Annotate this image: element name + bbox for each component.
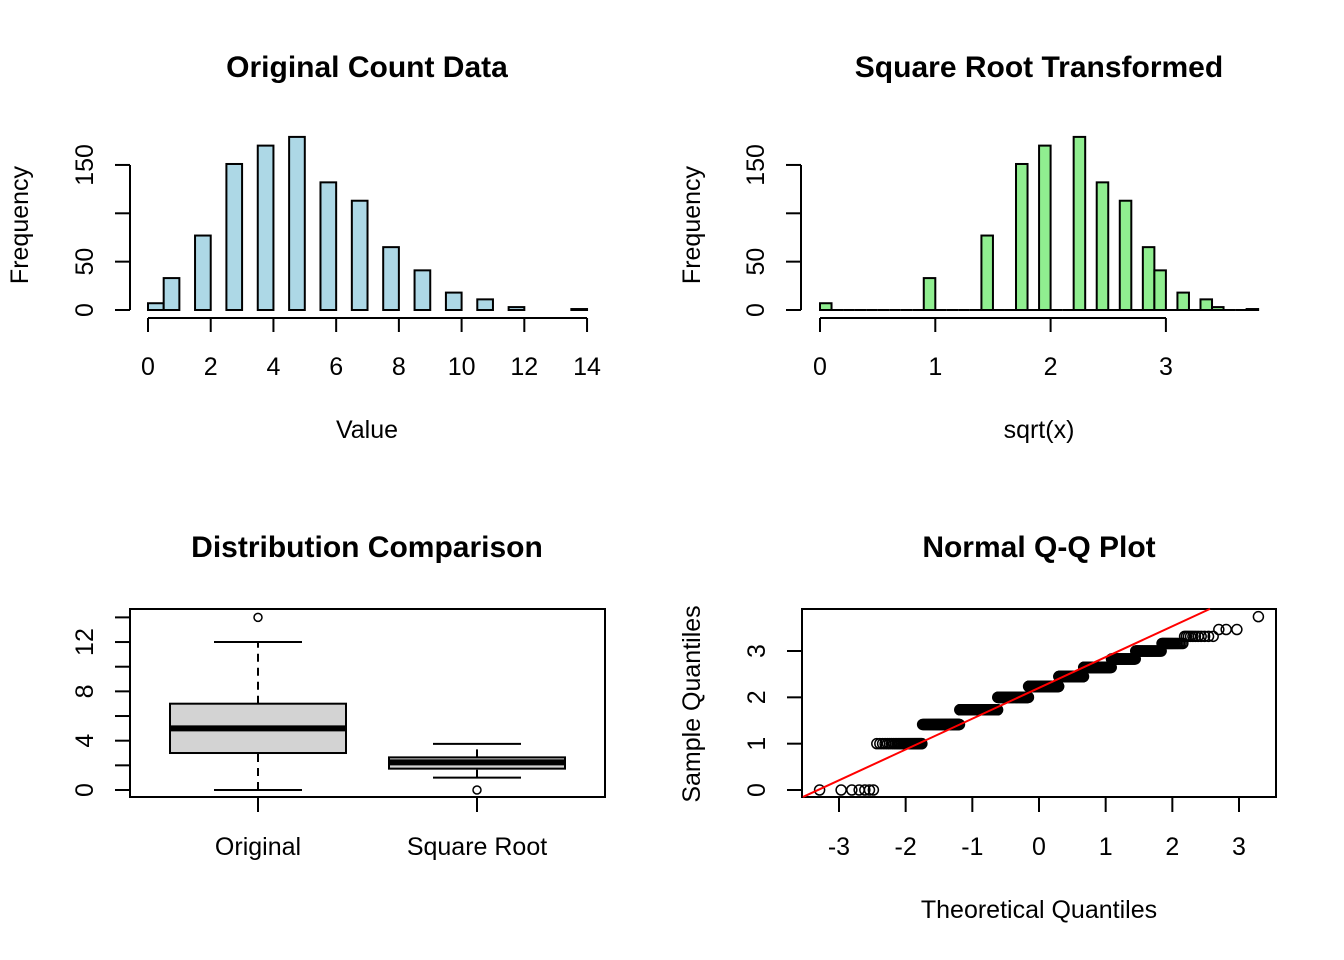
ylabel-sqrt: Frequency	[678, 165, 706, 284]
histogram-bar	[319, 181, 338, 311]
x-tick-label: 2	[204, 353, 218, 381]
category-label: Square Root	[407, 833, 547, 861]
x-tick-label: 1	[1099, 833, 1113, 861]
histogram-bar	[507, 306, 526, 311]
histogram-bar	[1176, 291, 1190, 311]
histogram-bar	[1072, 135, 1087, 311]
qq-point	[1198, 630, 1211, 643]
qq-point	[813, 784, 826, 796]
x-tick-label: 3	[1232, 833, 1246, 861]
x-tick-label: 2	[1165, 833, 1179, 861]
x-tick-label: -1	[961, 833, 983, 861]
y-tick-label: 50	[71, 248, 99, 276]
qq-point	[863, 784, 876, 796]
y-tick-label: 4	[71, 734, 99, 748]
panel-sqrt-histogram: Square Root Transformed sqrt(x) Frequenc…	[678, 51, 1260, 444]
histogram-bar	[1141, 246, 1156, 312]
panel-qq: Normal Q-Q Plot Theoretical Quantiles Sa…	[678, 531, 1277, 924]
histogram-bar	[1038, 144, 1052, 311]
histogram-bar	[1211, 306, 1225, 311]
x-tick-label: -2	[895, 833, 917, 861]
histogram-bar	[1095, 181, 1110, 311]
histogram-bar	[350, 199, 369, 312]
title-boxplot: Distribution Comparison	[191, 531, 543, 564]
title-qq: Normal Q-Q Plot	[922, 531, 1155, 564]
y-tick-label: 2	[743, 690, 771, 704]
ylabel-original: Frequency	[6, 165, 34, 284]
histogram-bar	[922, 277, 937, 311]
y-tick-label: 0	[71, 303, 99, 317]
y-tick-label: 12	[71, 628, 99, 656]
xlabel-original: Value	[336, 416, 398, 444]
qq-point	[1252, 610, 1265, 623]
histogram-bar	[413, 269, 432, 311]
histogram-bar	[288, 135, 306, 311]
qq-point	[1231, 623, 1243, 636]
qq-point	[1177, 637, 1189, 650]
qq-point	[1202, 630, 1215, 643]
y-tick-label: 50	[742, 248, 770, 276]
x-tick-label: 0	[813, 353, 827, 381]
qq-point	[1195, 630, 1207, 643]
x-tick-label: -3	[828, 833, 850, 861]
x-tick-label: 2	[1044, 353, 1058, 381]
y-tick-label: 0	[743, 783, 771, 797]
histogram-bar	[444, 291, 463, 311]
x-tick-label: 0	[1032, 833, 1046, 861]
histogram-bar	[1245, 308, 1260, 311]
y-tick-label: 150	[71, 144, 99, 186]
histogram-bar	[225, 162, 244, 311]
x-tick-label: 10	[448, 353, 476, 381]
qq-point	[1213, 623, 1225, 636]
qq-point	[953, 718, 966, 731]
histogram-bar	[162, 277, 181, 311]
y-tick-label: 1	[743, 737, 771, 751]
histogram-bar	[147, 302, 165, 311]
category-label: Original	[215, 833, 301, 861]
outlier-point	[253, 612, 263, 623]
x-tick-label: 0	[141, 353, 155, 381]
qq-point	[867, 784, 880, 796]
y-tick-label: 0	[742, 303, 770, 317]
histogram-bar	[980, 234, 994, 311]
histogram-bar	[476, 298, 494, 312]
x-tick-label: 1	[928, 353, 942, 381]
xlabel-sqrt: sqrt(x)	[1004, 416, 1075, 444]
x-tick-label: 12	[510, 353, 538, 381]
histogram-bar	[1199, 298, 1214, 312]
x-tick-label: 14	[573, 353, 601, 381]
qq-point	[1207, 630, 1219, 643]
panel-original-histogram: Original Count Data Value Frequency 0 2 4 6…	[6, 51, 601, 444]
x-tick-label: 3	[1159, 353, 1173, 381]
title-sqrt: Square Root Transformed	[855, 51, 1223, 84]
histogram-bar	[819, 302, 833, 311]
y-tick-label: 8	[71, 684, 99, 698]
panel-boxplot: Distribution Comparison 0 4 8 12 Original Squ…	[71, 531, 606, 861]
qq-point	[859, 784, 871, 796]
y-tick-label: 3	[743, 644, 771, 658]
title-original: Original Count Data	[226, 51, 508, 84]
qq-point	[846, 784, 858, 796]
xlabel-qq: Theoretical Quantiles	[921, 896, 1157, 924]
x-tick-label: 6	[329, 353, 343, 381]
histogram-bar	[256, 144, 275, 311]
outlier-point	[472, 785, 482, 795]
qq-reference-line	[802, 607, 1211, 798]
y-tick-label: 0	[71, 783, 99, 797]
histogram-bar	[1153, 269, 1167, 311]
histogram-bar	[194, 234, 212, 311]
histogram-bar	[1015, 162, 1029, 311]
histogram-bar	[570, 308, 589, 311]
histogram-bar	[1118, 199, 1133, 312]
x-tick-label: 8	[392, 353, 406, 381]
x-tick-label: 4	[266, 353, 280, 381]
y-tick-label: 150	[742, 144, 770, 186]
histogram-bar	[382, 246, 400, 312]
ylabel-qq: Sample Quantiles	[678, 605, 706, 802]
